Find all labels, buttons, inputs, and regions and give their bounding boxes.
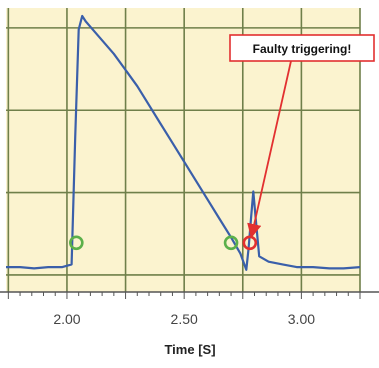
x-tick-labels: 2.00 2.50 3.00: [53, 311, 315, 327]
x-tick-label: 3.00: [288, 311, 315, 327]
series-line: [6, 14, 361, 271]
marker-layer: [69, 235, 258, 251]
x-axis: [0, 291, 379, 299]
x-axis-title: Time [S]: [164, 342, 215, 357]
trigger-marker: [69, 235, 84, 251]
x-tick-label: 2.00: [53, 311, 80, 327]
fault-annotation: Faulty triggering!: [229, 34, 375, 239]
x-tick-label: 2.50: [171, 311, 198, 327]
annotation-box: [229, 34, 375, 62]
trigger-marker: [223, 235, 239, 251]
annotation-arrow: [247, 60, 292, 239]
series-layer: [6, 14, 361, 271]
annotation-text: Faulty triggering!: [253, 42, 352, 56]
grid-lines: [6, 8, 361, 292]
